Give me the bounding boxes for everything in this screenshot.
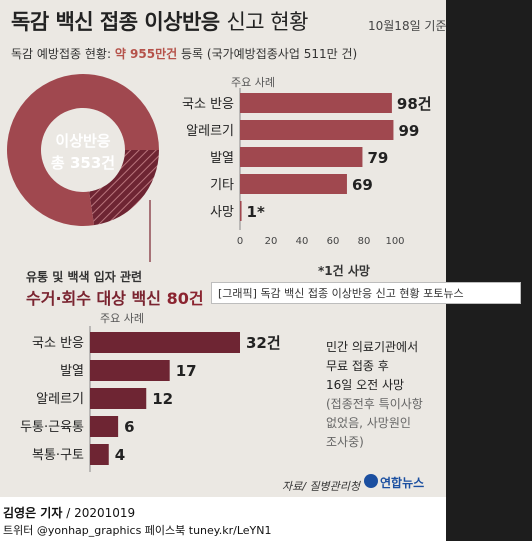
bar bbox=[90, 444, 109, 465]
date-label: 10월18일 기준 bbox=[368, 19, 447, 33]
value-label: 99 bbox=[398, 122, 419, 140]
value-label: 1* bbox=[247, 203, 265, 221]
donut-main-segment bbox=[7, 73, 160, 226]
reporter-date: / 20201019 bbox=[62, 506, 136, 520]
bar bbox=[90, 332, 240, 353]
top-chart-title: 주요 사례 bbox=[231, 76, 275, 89]
bar bbox=[240, 120, 394, 140]
status-highlight: 약 955만건 bbox=[114, 47, 178, 61]
donut-recall-segment bbox=[89, 150, 159, 226]
image-caption[interactable]: [그래픽] 독감 백신 접종 이상반응 신고 현황 포토뉴스 bbox=[211, 282, 521, 304]
note-line: 무료 접종 후 bbox=[326, 359, 389, 373]
side-margin bbox=[446, 0, 532, 541]
title-light: 신고 현황 bbox=[226, 10, 308, 34]
reporter-name: 김영은 기자 bbox=[3, 506, 63, 520]
recall-text: 수거·회수 대상 백신 bbox=[26, 289, 167, 308]
bar bbox=[90, 388, 147, 409]
vaccination-status: 독감 예방접종 현황: 약 955만건 등록 (국가예방접종사업 511만 건) bbox=[11, 45, 357, 62]
status-suffix: 등록 (국가예방접종사업 511만 건) bbox=[177, 47, 358, 61]
category-label: 알레르기 bbox=[186, 124, 234, 139]
value-label: 12 bbox=[152, 390, 173, 408]
bottom-chart-title: 주요 사례 bbox=[100, 312, 144, 325]
status-prefix: 독감 예방접종 현황: bbox=[11, 47, 115, 61]
recall-number: 80건 bbox=[166, 289, 204, 308]
tick-label: 0 bbox=[237, 236, 243, 247]
recall-heading: 유통 및 백색 입자 관련 bbox=[26, 270, 143, 284]
category-label: 두통·근육통 bbox=[20, 420, 84, 435]
brand-name: 연합뉴스 bbox=[380, 476, 425, 490]
death-note-heading: *1건 사망 bbox=[318, 264, 370, 278]
value-label: 17 bbox=[176, 362, 197, 380]
value-label: 6 bbox=[124, 418, 134, 436]
note-line: 조사중) bbox=[326, 435, 364, 449]
bar bbox=[240, 93, 392, 113]
yonhap-logo-icon bbox=[364, 474, 378, 488]
bar bbox=[90, 416, 119, 437]
page-title: 독감 백신 접종 이상반응 신고 현황 bbox=[11, 6, 308, 36]
bar bbox=[240, 147, 363, 167]
bar bbox=[240, 174, 347, 194]
value-label: 98건 bbox=[397, 95, 432, 113]
category-label: 사망 bbox=[210, 205, 234, 220]
tick-label: 40 bbox=[296, 236, 309, 247]
tick-label: 20 bbox=[265, 236, 278, 247]
category-label: 발열 bbox=[60, 364, 84, 379]
note-line: (접종전후 특이사항 bbox=[326, 397, 423, 411]
note-line: 민간 의료기관에서 bbox=[326, 340, 419, 354]
value-label: 4 bbox=[115, 446, 125, 464]
donut-label-line1: 이상반응 bbox=[55, 132, 110, 150]
tick-label: 80 bbox=[358, 236, 371, 247]
note-line: 16일 오전 사망 bbox=[326, 378, 405, 392]
reporter-line: 김영은 기자 / 20201019 bbox=[3, 504, 135, 521]
bar bbox=[240, 201, 242, 221]
value-label: 79 bbox=[367, 149, 388, 167]
donut-label-line2: 총 353건 bbox=[51, 154, 115, 172]
social-links[interactable]: 트위터 @yonhap_graphics 페이스북 tuney.kr/LeYN1 bbox=[3, 524, 272, 537]
bar bbox=[90, 360, 170, 381]
source-credit: 자료/ 질병관리청 bbox=[282, 480, 361, 493]
watermark: YONHAP NEWS bbox=[318, 504, 445, 522]
category-label: 국소 반응 bbox=[32, 336, 84, 351]
watermark-icon bbox=[291, 500, 315, 524]
category-label: 발열 bbox=[210, 151, 234, 166]
title-bold: 독감 백신 접종 이상반응 bbox=[11, 10, 220, 34]
tick-label: 100 bbox=[385, 236, 404, 247]
category-label: 기타 bbox=[210, 178, 234, 193]
category-label: 국소 반응 bbox=[182, 97, 234, 112]
death-note: 민간 의료기관에서 무료 접종 후 16일 오전 사망 (접종전후 특이사항 없… bbox=[326, 338, 444, 452]
recall-count: 수거·회수 대상 백신 80건 bbox=[26, 285, 204, 309]
category-label: 알레르기 bbox=[36, 392, 84, 407]
value-label: 32건 bbox=[246, 334, 281, 352]
note-line: 없었음, 사망원인 bbox=[326, 416, 411, 430]
value-label: 69 bbox=[352, 176, 373, 194]
tick-label: 60 bbox=[327, 236, 340, 247]
category-label: 복통·구토 bbox=[32, 448, 84, 463]
